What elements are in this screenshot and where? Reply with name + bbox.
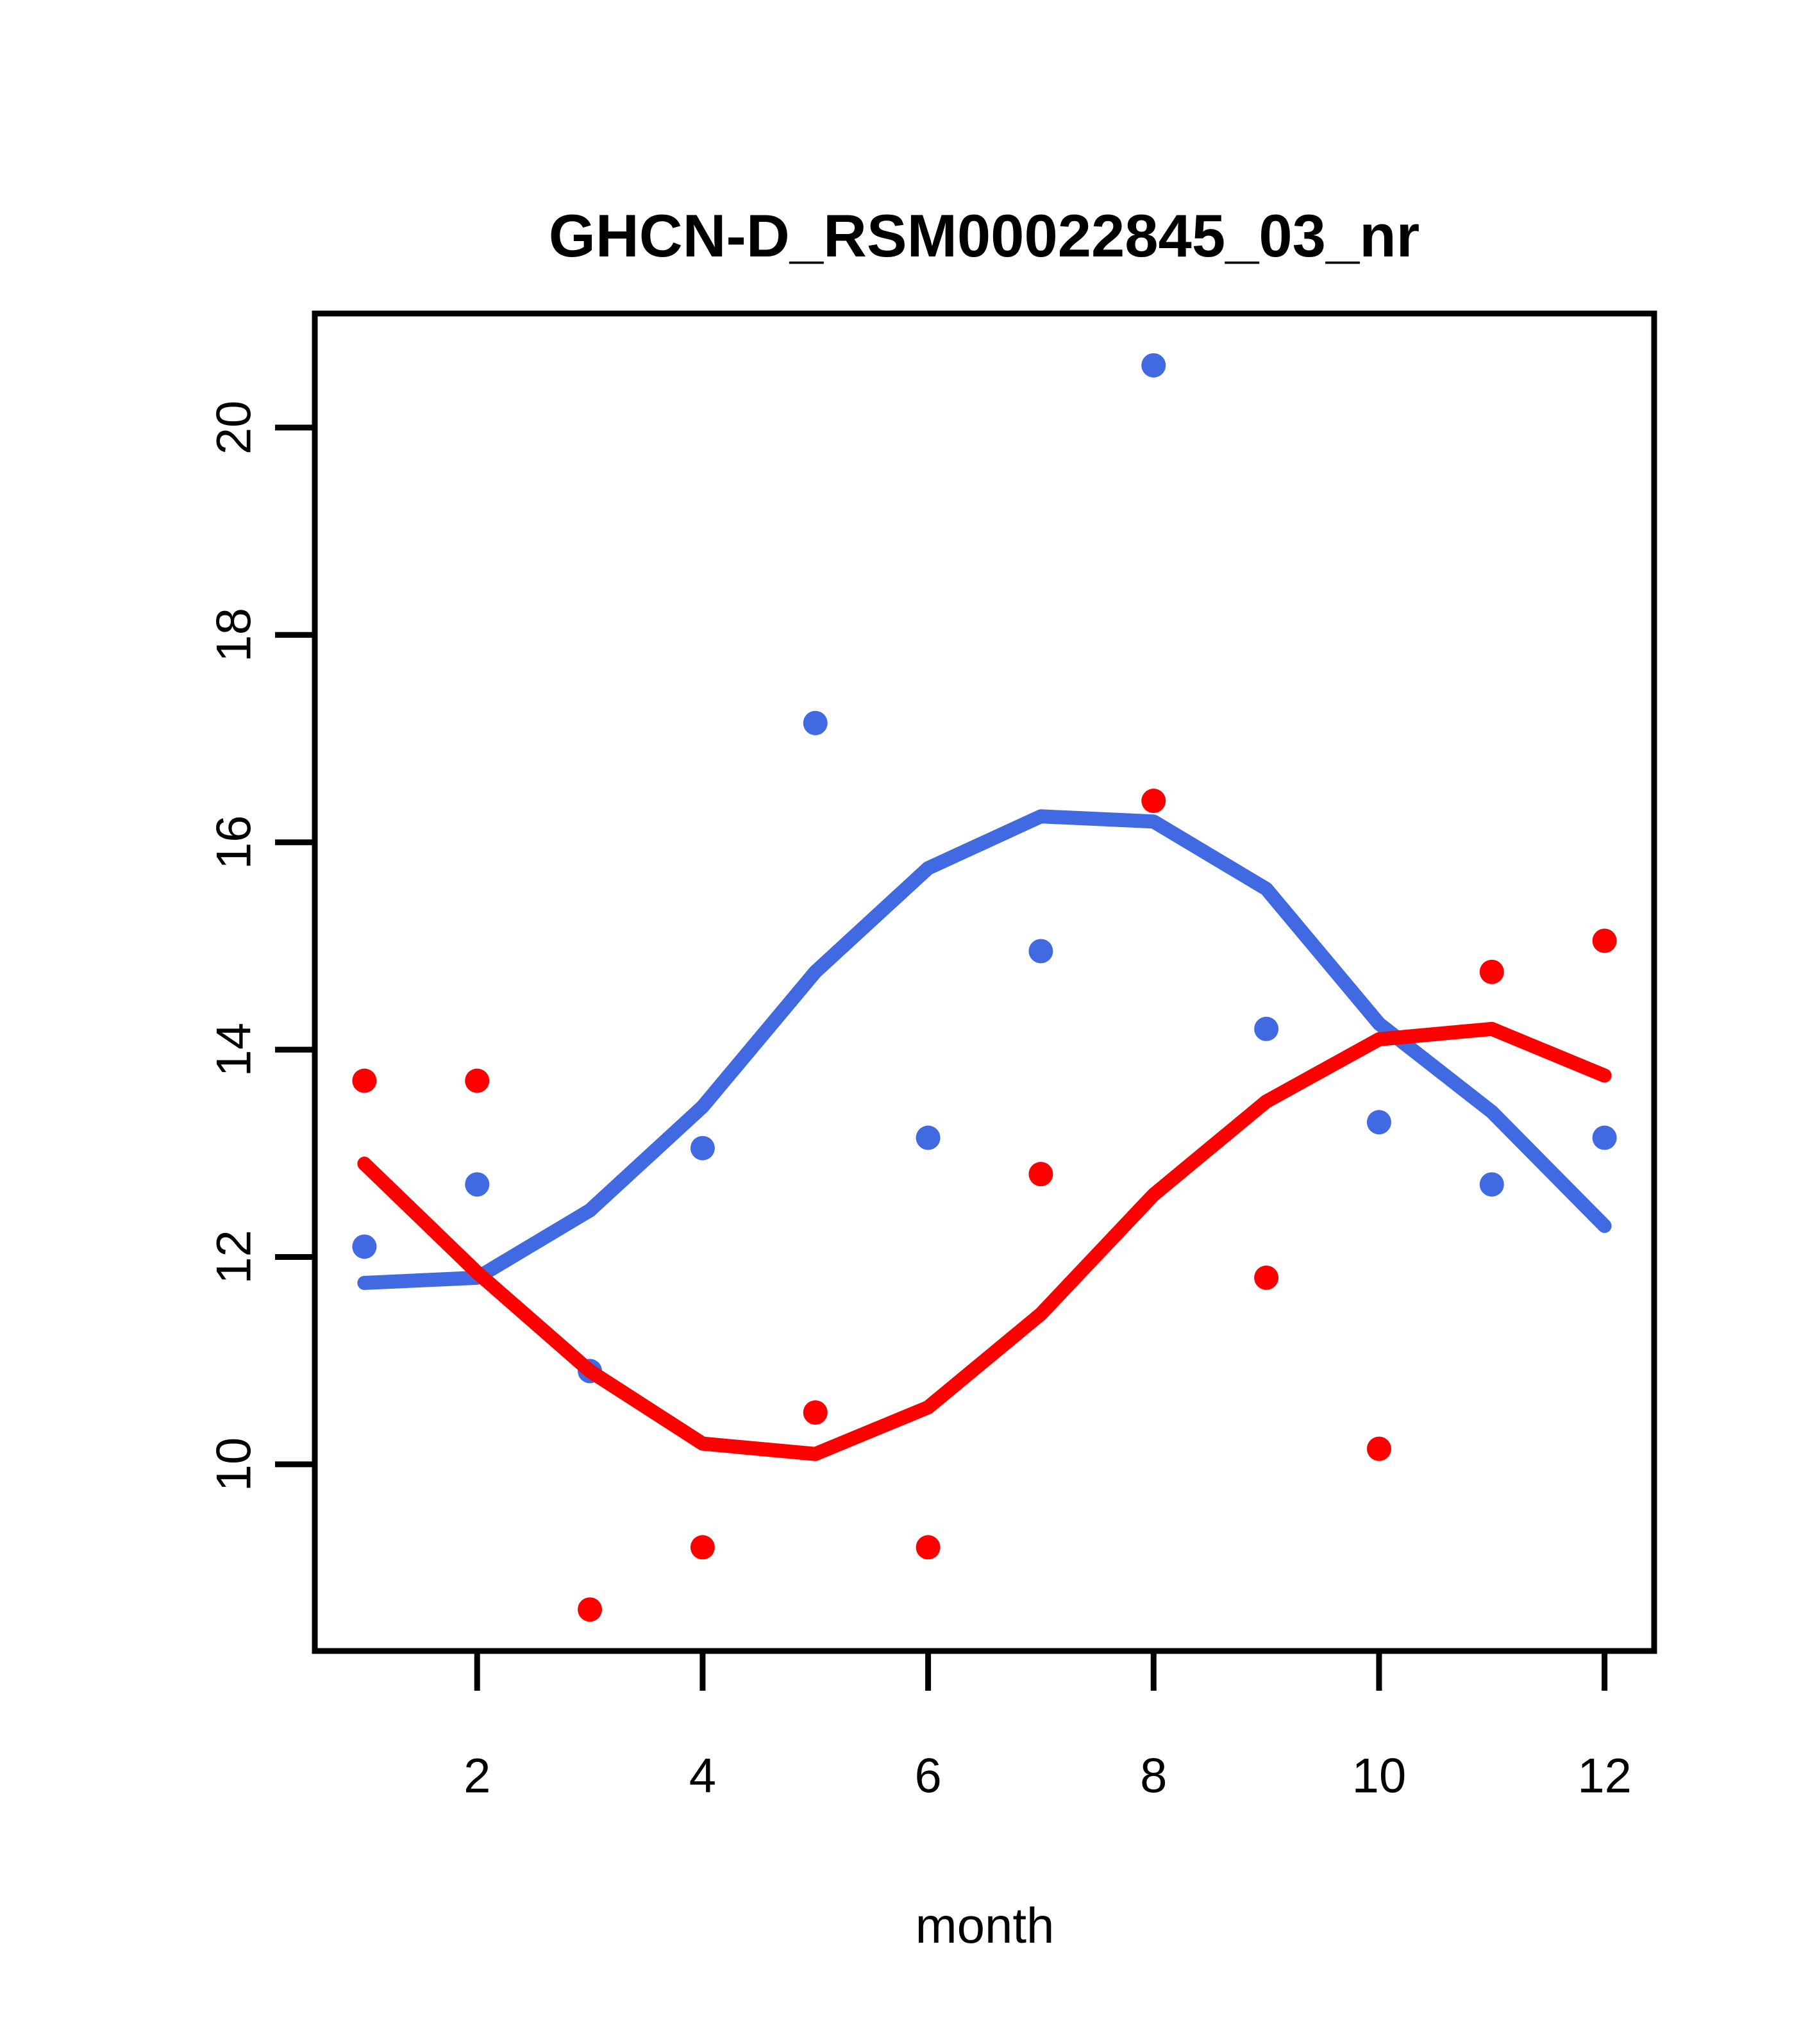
- blue-point: [1028, 939, 1053, 964]
- x-tick-label: 6: [914, 1749, 941, 1804]
- y-tick-label: 20: [207, 401, 262, 455]
- blue-point: [803, 710, 828, 735]
- chart-title: GHCN-D_RSM00022845_03_nr: [549, 202, 1419, 269]
- red-point: [690, 1535, 715, 1560]
- x-tick-label: 12: [1577, 1749, 1632, 1804]
- red-smooth-line: [357, 1021, 1612, 1461]
- red-point: [803, 1400, 828, 1425]
- red-point: [1479, 959, 1504, 984]
- y-tick-label: 10: [207, 1437, 262, 1492]
- blue-point: [1254, 1016, 1279, 1041]
- chart-layer: 2 4 6 8 10 12 10 12 14 16 18 20: [207, 310, 1657, 1804]
- blue-point: [690, 1135, 715, 1160]
- blue-point: [1479, 1172, 1504, 1197]
- red-point: [578, 1597, 603, 1622]
- red-point: [1141, 789, 1166, 814]
- blue-point: [1592, 1125, 1617, 1150]
- red-point: [352, 1068, 377, 1093]
- x-tick-label: 4: [689, 1749, 716, 1804]
- y-tick-label: 18: [207, 608, 262, 662]
- red-point: [1254, 1265, 1279, 1290]
- blue-point: [1141, 353, 1166, 378]
- plot-frame: [312, 310, 1657, 1654]
- red-point: [916, 1535, 941, 1560]
- y-tick-label: 16: [207, 815, 262, 869]
- x-tick-label: 8: [1140, 1749, 1167, 1804]
- blue-point: [1366, 1110, 1391, 1135]
- red-point: [1366, 1436, 1391, 1461]
- red-point: [1028, 1162, 1053, 1187]
- x-tick-label: 2: [464, 1749, 490, 1804]
- red-point: [1592, 928, 1617, 953]
- y-tick-label: 14: [207, 1023, 262, 1077]
- x-axis-label: month: [916, 1897, 1055, 1954]
- red-point: [465, 1068, 490, 1093]
- blue-point: [352, 1234, 377, 1259]
- blue-point: [465, 1172, 490, 1197]
- blue-smooth-line: [357, 809, 1612, 1290]
- x-tick-label: 10: [1352, 1749, 1407, 1804]
- y-tick-label: 12: [207, 1230, 262, 1284]
- blue-point: [916, 1125, 941, 1150]
